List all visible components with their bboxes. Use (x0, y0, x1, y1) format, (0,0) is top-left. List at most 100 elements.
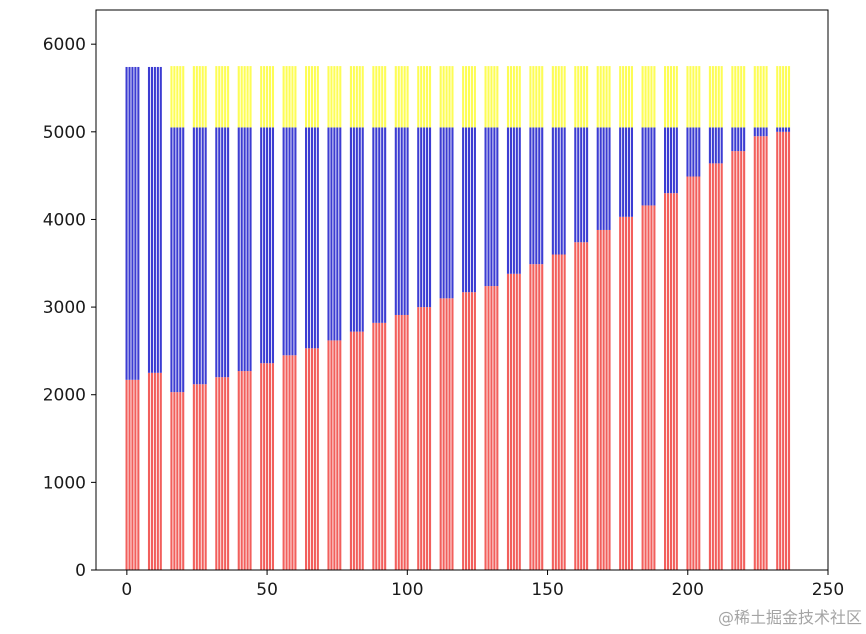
bar-segment-red (448, 298, 451, 570)
bar-segment-red (406, 314, 409, 570)
bar-segment-blue (192, 127, 195, 385)
bar-segment-yellow (529, 66, 532, 128)
axes-spines (95, 9, 829, 571)
bar-segment-yellow (271, 66, 275, 128)
bar-segment-blue (689, 127, 692, 177)
bar-segment-yellow (787, 66, 791, 128)
bar-segment-red (529, 264, 532, 570)
bar-segment-red (602, 229, 605, 571)
bar-segment-blue (779, 127, 782, 132)
bar-segment-blue (249, 127, 252, 372)
bar-segment-blue (515, 127, 518, 274)
bar-segment-yellow (266, 66, 269, 128)
bar-segment-red (150, 372, 154, 570)
bar-segment-blue (535, 127, 538, 265)
bar-segment-yellow (650, 66, 653, 128)
bar-segment-blue (271, 127, 275, 364)
bar-segment-yellow (352, 66, 355, 128)
bar-segment-yellow (330, 66, 333, 128)
bar-segment-blue (538, 127, 541, 265)
bar-segment-blue (201, 127, 204, 385)
bar-segment-red (423, 307, 426, 570)
bar-segment-yellow (470, 66, 474, 128)
bar-segment-blue (215, 127, 218, 378)
bar-segment-blue (221, 127, 224, 378)
bar-segment-yellow (675, 66, 678, 128)
bar-segment-blue (451, 127, 454, 299)
bar-segment-yellow (243, 66, 246, 128)
bar-segment-blue (381, 127, 384, 323)
bar-segment-blue (743, 127, 746, 152)
bar-segment-red (417, 307, 420, 570)
bar-segment-red (462, 292, 465, 570)
bar-segment-blue (316, 127, 319, 349)
bar-segment-yellow (765, 66, 768, 128)
bar-segment-red (512, 273, 515, 570)
bar-segment-red (333, 340, 336, 570)
bar-segment-blue (619, 127, 622, 217)
bar-segment-blue (512, 127, 515, 274)
y-tick-label: 1000 (43, 473, 86, 493)
bar-segment-blue (372, 127, 375, 323)
bar-segment-blue (305, 127, 308, 349)
y-tick-label: 3000 (43, 298, 86, 318)
bar-segment-yellow (355, 66, 358, 128)
bar-segment-yellow (731, 66, 734, 128)
bar-segment-yellow (535, 66, 538, 128)
x-axis: 0 50 100 150 200 250 (121, 570, 844, 600)
bar-segment-yellow (627, 66, 631, 128)
bar-segment-red (557, 254, 560, 570)
bar-segment-yellow (557, 66, 560, 128)
bar-segment-blue (462, 127, 465, 293)
bar-segment-red (627, 216, 631, 570)
bar-segment-yellow (487, 66, 490, 128)
bar-segment-blue (182, 127, 185, 393)
bar-segment-yellow (759, 66, 762, 128)
bar-segment-yellow (215, 66, 218, 128)
bar-segment-yellow (467, 66, 471, 128)
bar-segment-blue (644, 127, 647, 206)
bar-segment-yellow (176, 66, 179, 128)
bar-segment-yellow (218, 66, 221, 128)
bar-segment-red (307, 348, 311, 570)
bar-segment-red (535, 264, 538, 570)
bar-segment-yellow (420, 66, 423, 128)
bar-segment-red (156, 372, 159, 570)
bar-segment-blue (294, 127, 297, 356)
bar-segment-yellow (310, 66, 314, 128)
bar-segment-yellow (224, 66, 227, 128)
bar-segment-red (384, 322, 387, 570)
bar-segment-yellow (647, 66, 650, 128)
bar-segment-blue (394, 127, 397, 315)
bar-segment-red (753, 136, 756, 570)
plot-area (96, 10, 828, 570)
bar-segment-red (285, 355, 288, 570)
bar-segment-blue (439, 127, 442, 299)
bar-segment-blue (740, 127, 743, 152)
bar-segment-blue (288, 127, 291, 356)
bar-segment-yellow (204, 66, 207, 128)
bar-segment-red (271, 363, 275, 570)
bar-segment-red (153, 372, 156, 570)
bar-segment-blue (198, 127, 201, 385)
bar-segment-blue (339, 127, 342, 341)
bar-segment-red (224, 377, 227, 570)
bar-segment-yellow (515, 66, 518, 128)
bar-segment-red (182, 392, 185, 570)
bar-segment-yellow (249, 66, 252, 128)
bar-segment-red (313, 348, 316, 570)
bar-segment-blue (125, 66, 128, 380)
bar-segment-red (509, 273, 512, 570)
bar-segment-blue (720, 127, 723, 164)
bar-segment-red (686, 176, 689, 570)
bar-segment-red (221, 377, 224, 570)
bar-segment-blue (653, 127, 656, 206)
bar-segment-blue (397, 127, 400, 315)
bar-segment-blue (173, 127, 176, 393)
bar-segment-blue (406, 127, 409, 315)
bar-segment-blue (266, 127, 269, 364)
bar-segment-blue (782, 127, 785, 132)
bar-segment-red (246, 371, 249, 570)
bar-segment-red (426, 307, 429, 570)
